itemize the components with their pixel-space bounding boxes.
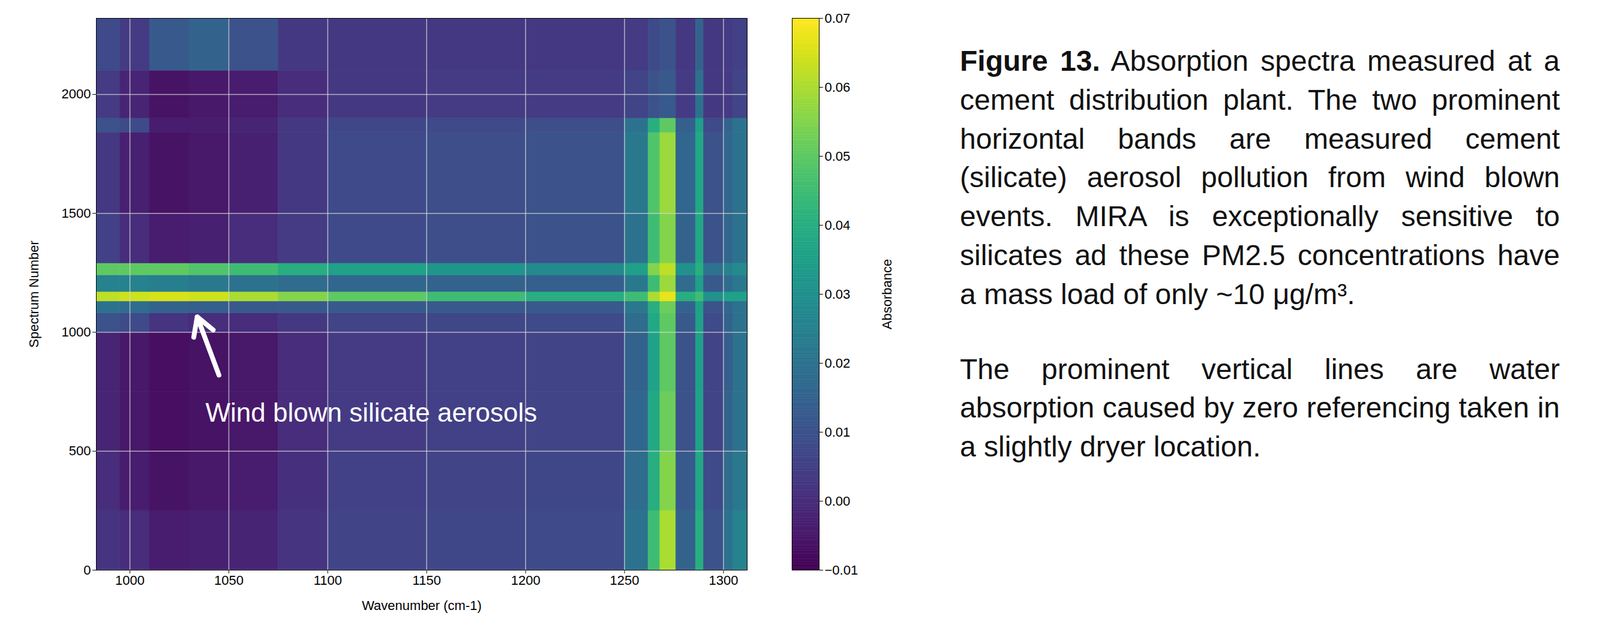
svg-text:1250: 1250 <box>610 572 640 588</box>
svg-text:0.03: 0.03 <box>824 286 851 302</box>
svg-text:Absorbance: Absorbance <box>879 259 895 330</box>
svg-text:Wavenumber (cm-1): Wavenumber (cm-1) <box>361 598 482 614</box>
svg-text:0.05: 0.05 <box>824 148 851 164</box>
svg-text:0.00: 0.00 <box>824 493 851 509</box>
svg-text:1200: 1200 <box>511 572 541 588</box>
svg-text:1050: 1050 <box>214 572 244 588</box>
svg-text:1000: 1000 <box>115 572 145 588</box>
svg-text:0.04: 0.04 <box>824 217 851 233</box>
svg-text:1000: 1000 <box>61 324 92 340</box>
svg-text:1300: 1300 <box>708 572 738 588</box>
svg-text:2000: 2000 <box>61 86 92 102</box>
svg-text:Wind blown silicate aerosols: Wind blown silicate aerosols <box>205 397 538 428</box>
html-text:The prominent vertical lines a: The prominent vertical lines are water a… <box>959 353 1560 463</box>
svg-text:0.06: 0.06 <box>824 79 851 95</box>
svg-text:0.02: 0.02 <box>824 355 851 371</box>
svg-text:500: 500 <box>68 443 92 459</box>
svg-text:−0.01: −0.01 <box>824 562 859 578</box>
svg-text:0.07: 0.07 <box>824 10 851 26</box>
svg-text:1500: 1500 <box>61 205 92 221</box>
svg-text:0.01: 0.01 <box>824 424 851 440</box>
svg-text:Spectrum Number: Spectrum Number <box>26 240 42 348</box>
html-text:Figure 13. Absorption spectra: Figure 13. Absorption spectra measured a… <box>959 44 1560 311</box>
svg-text:1150: 1150 <box>412 572 441 588</box>
svg-text:1100: 1100 <box>313 572 342 588</box>
svg-text:0: 0 <box>83 562 91 578</box>
